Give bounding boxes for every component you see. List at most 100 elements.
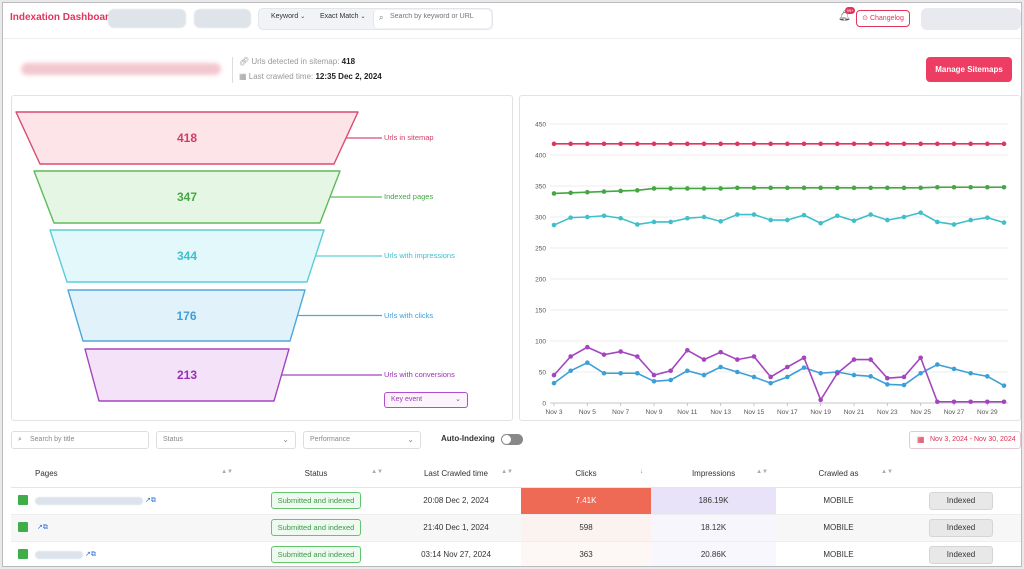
data-point[interactable]	[635, 354, 640, 359]
data-point[interactable]	[1001, 220, 1007, 225]
external-link-icon[interactable]: ↗⧉	[37, 524, 48, 532]
data-point[interactable]	[968, 370, 973, 376]
indexed-button[interactable]: Indexed	[929, 491, 993, 510]
data-point[interactable]	[551, 380, 557, 386]
data-point[interactable]	[935, 219, 940, 225]
data-point[interactable]	[635, 222, 640, 227]
data-point[interactable]	[918, 370, 923, 376]
data-point[interactable]	[851, 185, 857, 191]
table-row[interactable]: ↗⧉ Submitted and indexed 20:08 Dec 2, 20…	[11, 487, 1021, 515]
table-row[interactable]: ↗⧉ Submitted and indexed 21:40 Dec 1, 20…	[11, 514, 1021, 542]
column-header-status[interactable]: Status ▲▼	[241, 461, 391, 488]
data-point[interactable]	[901, 382, 907, 388]
data-point[interactable]	[968, 217, 973, 223]
data-point[interactable]	[668, 377, 673, 383]
data-point[interactable]	[735, 141, 740, 147]
data-point[interactable]	[951, 184, 957, 190]
data-point[interactable]	[701, 357, 707, 362]
data-point[interactable]	[568, 190, 573, 196]
sort-icon[interactable]: ▲▼	[501, 469, 513, 475]
data-point[interactable]	[935, 141, 940, 147]
data-point[interactable]	[701, 141, 707, 147]
data-point[interactable]	[868, 212, 873, 217]
data-point[interactable]	[868, 374, 873, 379]
data-point[interactable]	[735, 212, 740, 217]
data-point[interactable]	[951, 399, 957, 405]
data-point[interactable]	[635, 141, 640, 147]
sort-icon[interactable]: ▲▼	[756, 469, 768, 475]
data-point[interactable]	[751, 185, 757, 191]
keyword-dropdown[interactable]: Keyword ⌄	[271, 13, 305, 20]
match-dropdown[interactable]: Exact Match ⌄	[320, 13, 366, 20]
data-point[interactable]	[718, 141, 723, 147]
data-point[interactable]	[585, 189, 590, 195]
data-point[interactable]	[1001, 383, 1007, 388]
data-point[interactable]	[835, 141, 840, 147]
data-point[interactable]	[885, 141, 890, 147]
data-point[interactable]	[885, 382, 890, 387]
data-point[interactable]	[885, 217, 890, 223]
sort-icon[interactable]: ▲▼	[371, 469, 383, 475]
data-point[interactable]	[768, 217, 773, 223]
bell-icon[interactable]: 🔔︎	[838, 11, 851, 22]
date-range-picker[interactable]: ▦ Nov 3, 2024 - Nov 30, 2024	[909, 431, 1021, 449]
external-link-icon[interactable]: ↗⧉	[145, 497, 156, 505]
page-title[interactable]	[35, 550, 83, 559]
indexed-button[interactable]: Indexed	[929, 545, 993, 564]
data-point[interactable]	[785, 141, 790, 147]
data-point[interactable]	[785, 185, 790, 191]
data-point[interactable]	[801, 365, 807, 370]
data-point[interactable]	[985, 141, 990, 147]
auto-indexing-toggle[interactable]	[501, 434, 523, 445]
data-point[interactable]	[885, 375, 890, 381]
data-point[interactable]	[685, 368, 690, 374]
data-point[interactable]	[735, 185, 740, 191]
data-point[interactable]	[551, 141, 557, 147]
key-event-dropdown[interactable]: Key event ⌄	[384, 392, 468, 408]
data-point[interactable]	[618, 349, 623, 354]
data-point[interactable]	[851, 141, 857, 147]
data-point[interactable]	[901, 141, 907, 147]
data-point[interactable]	[918, 210, 923, 215]
title-search[interactable]: ⌕ Search by title	[11, 431, 149, 449]
data-point[interactable]	[551, 372, 557, 378]
external-link-icon[interactable]: ↗⧉	[85, 551, 96, 559]
data-point[interactable]	[751, 212, 757, 217]
data-point[interactable]	[835, 370, 840, 376]
data-point[interactable]	[818, 397, 823, 403]
data-point[interactable]	[985, 184, 990, 190]
data-point[interactable]	[618, 188, 623, 194]
data-point[interactable]	[768, 374, 773, 380]
data-point[interactable]	[568, 141, 573, 147]
data-point[interactable]	[601, 141, 607, 147]
data-point[interactable]	[1001, 184, 1007, 190]
data-point[interactable]	[751, 141, 757, 147]
performance-select[interactable]: Performance ⌄	[303, 431, 421, 449]
column-header-pages[interactable]: Pages ▲▼	[35, 461, 241, 488]
data-point[interactable]	[651, 219, 657, 225]
data-point[interactable]	[685, 141, 690, 147]
data-point[interactable]	[701, 372, 707, 378]
data-point[interactable]	[601, 189, 607, 194]
data-point[interactable]	[601, 370, 607, 376]
data-point[interactable]	[618, 370, 623, 376]
data-point[interactable]	[651, 186, 657, 191]
data-point[interactable]	[785, 374, 790, 380]
data-point[interactable]	[985, 374, 990, 379]
data-point[interactable]	[818, 141, 823, 147]
data-point[interactable]	[935, 362, 940, 367]
table-row[interactable]: ↗⧉ Submitted and indexed 03:14 Nov 27, 2…	[11, 541, 1021, 566]
data-point[interactable]	[818, 370, 823, 376]
data-point[interactable]	[551, 222, 557, 228]
data-point[interactable]	[618, 215, 623, 221]
data-point[interactable]	[618, 141, 623, 147]
column-header-impressions[interactable]: Impressions ▲▼	[651, 461, 776, 488]
data-point[interactable]	[685, 186, 690, 191]
data-point[interactable]	[751, 354, 757, 359]
data-point[interactable]	[935, 399, 940, 405]
user-profile[interactable]	[921, 8, 1021, 30]
data-point[interactable]	[1001, 399, 1007, 405]
data-point[interactable]	[951, 141, 957, 147]
status-select[interactable]: Status ⌄	[156, 431, 296, 449]
data-point[interactable]	[651, 379, 657, 384]
